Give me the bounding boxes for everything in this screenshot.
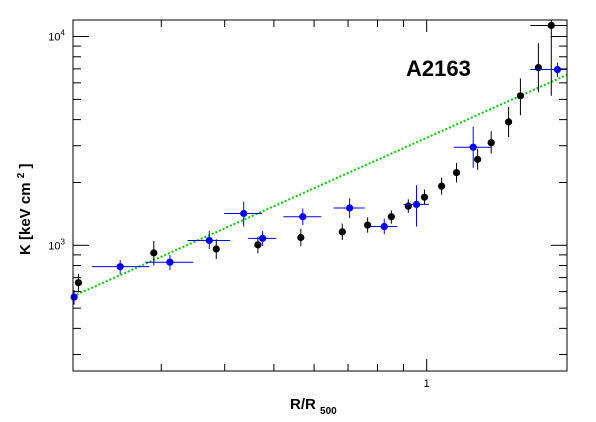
data-point-black xyxy=(404,202,412,210)
data-point-blue xyxy=(412,200,421,209)
data-point-black xyxy=(387,213,395,221)
y-tick-label-exponent: 3 xyxy=(61,237,66,246)
data-point-blue xyxy=(205,236,213,245)
y-tick-label: 104 xyxy=(48,29,65,44)
data-point-blue xyxy=(346,204,354,212)
axis-ticks-layer xyxy=(73,20,567,371)
data-point-blue xyxy=(70,293,78,301)
x-axis-title-subscript: 500 xyxy=(320,406,337,417)
data-point-black xyxy=(74,279,83,287)
data-point-black xyxy=(254,241,262,249)
data-point-black xyxy=(297,233,305,242)
data-points-layer xyxy=(70,20,567,305)
data-point-black xyxy=(474,155,482,163)
data-point-blue xyxy=(258,234,267,242)
y-tick-label-exponent: 4 xyxy=(61,29,66,38)
x-axis-title-main: R/R xyxy=(290,396,316,413)
data-point-black xyxy=(504,118,513,126)
data-point-blue xyxy=(166,258,174,266)
data-point-black xyxy=(452,168,461,177)
data-point-blue xyxy=(553,65,562,74)
data-point-black xyxy=(338,228,346,236)
data-point-black xyxy=(420,193,429,201)
data-point-black xyxy=(516,92,525,100)
y-tick-label-base: 10 xyxy=(48,32,60,44)
data-point-black xyxy=(364,221,372,229)
data-point-black xyxy=(437,182,446,190)
data-point-blue xyxy=(380,222,388,231)
data-point-black xyxy=(547,21,555,30)
plot-frame xyxy=(72,19,568,372)
data-point-blue xyxy=(116,263,124,271)
data-point-black xyxy=(534,63,542,72)
cluster-annotation: A2163 xyxy=(406,56,471,81)
data-point-blue xyxy=(299,213,307,221)
data-point-black xyxy=(212,245,220,253)
plot-frame-layer xyxy=(72,19,568,372)
x-axis-title: R/R 500 xyxy=(290,396,337,417)
y-axis-title: K [keV cm 2 ] xyxy=(11,164,34,255)
y-tick-label: 103 xyxy=(48,237,65,252)
data-point-black xyxy=(150,249,158,257)
y-axis-title-superscript: 2 xyxy=(16,172,27,178)
x-tick-label: 1 xyxy=(424,378,430,390)
data-point-blue xyxy=(240,209,248,218)
y-tick-label-base: 10 xyxy=(48,240,60,252)
data-point-blue xyxy=(469,143,477,151)
y-axis-title-end: ] xyxy=(17,164,34,169)
y-axis-title-main: K [keV cm xyxy=(17,182,34,255)
data-point-black xyxy=(487,139,495,147)
